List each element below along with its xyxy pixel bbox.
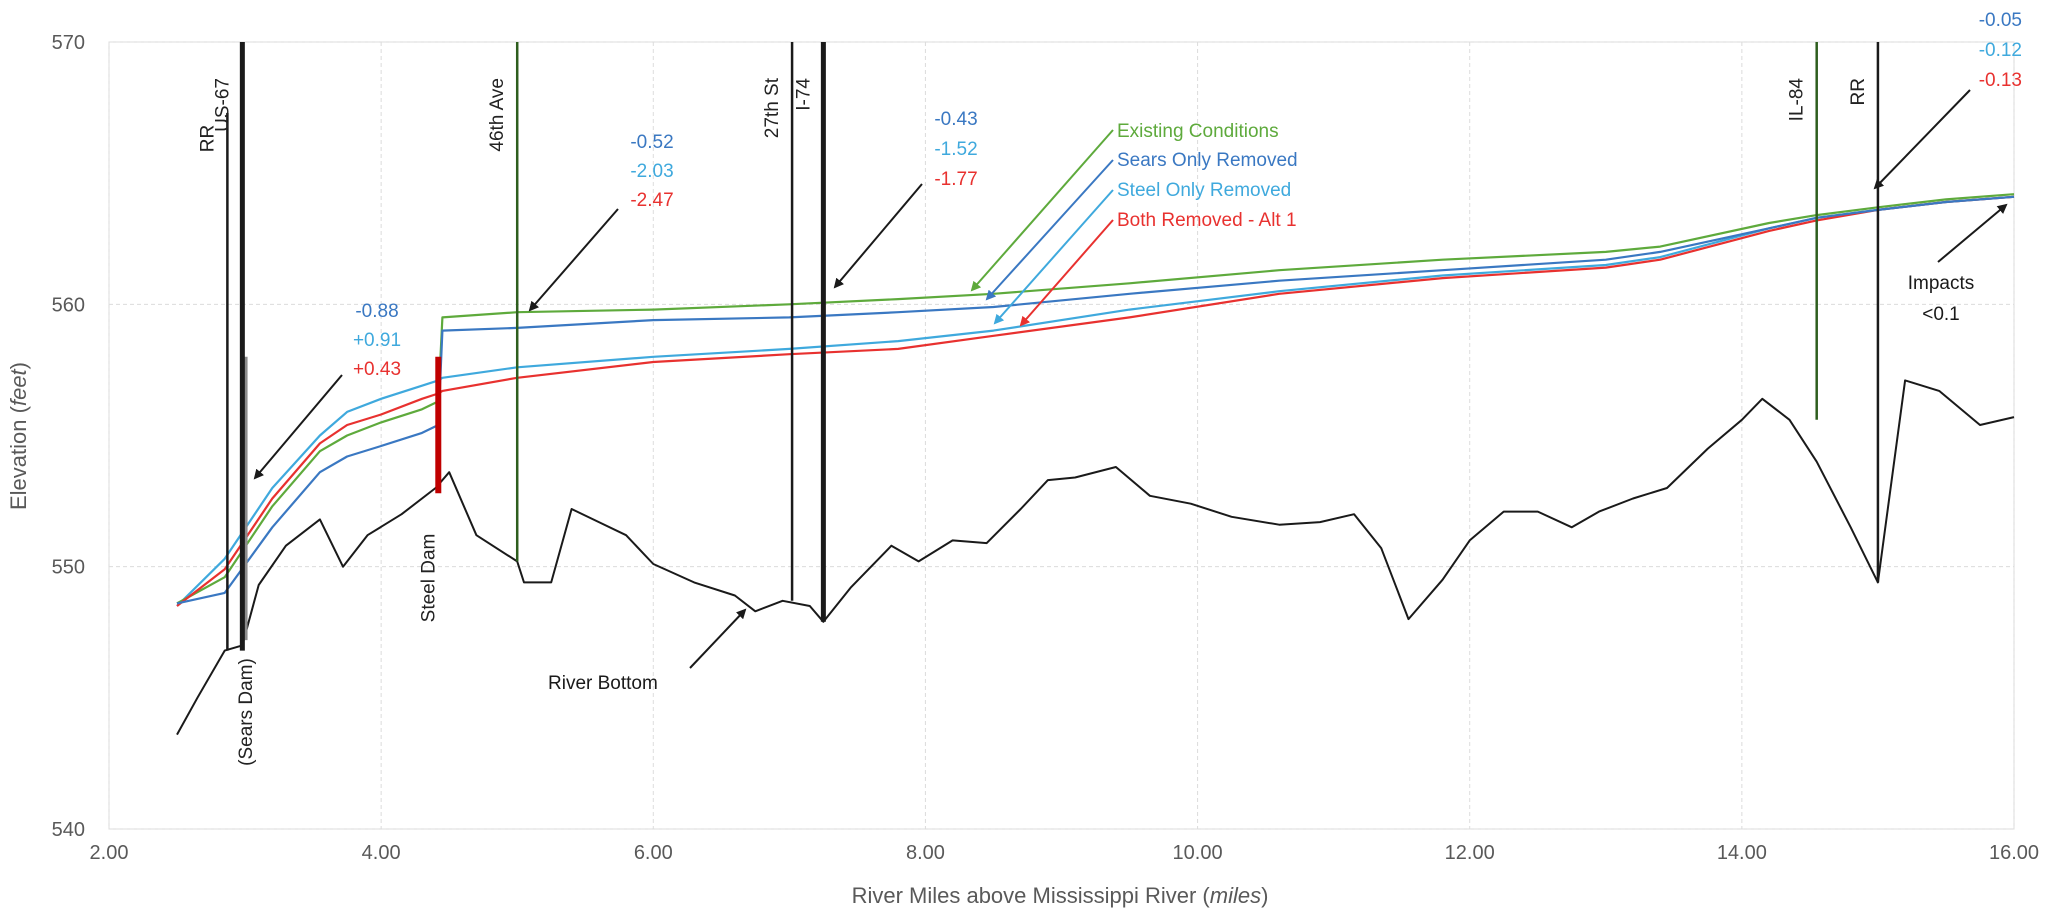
structure-label: 27th St (762, 77, 783, 138)
arrow-steel (993, 189, 1114, 325)
structure-label: RR (197, 125, 218, 152)
change-annotation-group-1: -0.88 +0.91 +0.43 (253, 301, 401, 480)
change-value-steel: -2.03 (630, 161, 673, 182)
x-axis-title-main: River Miles above Mississippi River (852, 883, 1197, 908)
x-tick-label: 16.00 (1989, 842, 2039, 864)
change-annotation-group-2: -0.52 -2.03 -2.47 (528, 132, 674, 312)
change-value-both: +0.43 (353, 359, 401, 380)
y-axis-title-unit: feet (6, 368, 31, 406)
annotation-arrow (689, 608, 747, 669)
annotation-arrow (1937, 203, 2008, 263)
y-tick-label: 550 (52, 557, 85, 579)
series-labels: Existing Conditions Sears Only Removed S… (970, 121, 1298, 327)
change-value-steel: -0.12 (1979, 40, 2022, 61)
x-axis-title: River Miles above Mississippi River (mil… (852, 883, 1269, 908)
plot-area-border (108, 41, 2015, 830)
structure-label: I-74 (793, 78, 814, 111)
series-label-both: Both Removed - Alt 1 (1117, 210, 1297, 231)
x-tick-label: 12.00 (1445, 842, 1495, 864)
x-tick-label: 4.00 (362, 842, 401, 864)
annotation-arrow (253, 374, 343, 480)
change-value-sears: -0.43 (934, 109, 977, 130)
y-tick-label: 570 (52, 32, 85, 54)
x-tick-label: 6.00 (634, 842, 673, 864)
structure-label: 46th Ave (487, 78, 508, 152)
series-layer (176, 193, 2015, 736)
arrow-sears (985, 159, 1114, 301)
change-value-both: -0.13 (1979, 70, 2022, 91)
change-value-steel: +0.91 (353, 330, 401, 351)
gridlines (108, 41, 2015, 830)
y-axis-title: Elevation (feet) (6, 362, 31, 510)
arrow-both (1019, 219, 1114, 327)
river-bottom-note: River Bottom (548, 608, 747, 694)
series-line-river-bottom (176, 379, 2015, 736)
x-axis-title-unit: miles (1210, 883, 1261, 908)
change-annotation-group-4: -0.05 -0.12 -0.13 (1873, 10, 2022, 190)
change-value-both: -2.47 (630, 190, 673, 211)
annotation-arrow (528, 208, 619, 312)
change-value-sears: -0.52 (630, 132, 673, 153)
x-tick-label: 10.00 (1173, 842, 1223, 864)
annotation-arrow (1873, 89, 1971, 190)
tick-labels: 2.00 4.00 6.00 8.00 10.00 12.00 14.00 16.00 540 5… (52, 32, 2039, 864)
sears-dam-label: (Sears Dam) (236, 658, 257, 766)
series-label-steel: Steel Only Removed (1117, 180, 1291, 201)
change-value-steel: -1.52 (934, 139, 977, 160)
steel-dam-label: Steel Dam (418, 534, 439, 623)
series-line-both (176, 195, 2015, 607)
impacts-label: Impacts (1908, 273, 1975, 294)
structure-label: US-67 (212, 78, 233, 132)
impacts-note: Impacts <0.1 (1908, 203, 2008, 325)
y-axis-title-main: Elevation (6, 419, 31, 510)
arrow-existing (970, 129, 1114, 292)
change-value-sears: -0.05 (1979, 10, 2022, 31)
river-bottom-label: River Bottom (548, 673, 658, 694)
series-line-steel (176, 195, 2015, 607)
y-tick-label: 560 (52, 294, 85, 316)
x-tick-label: 2.00 (90, 842, 129, 864)
series-line-existing (176, 193, 2015, 605)
x-tick-label: 14.00 (1717, 842, 1767, 864)
change-annotation-group-3: -0.43 -1.52 -1.77 (833, 109, 978, 289)
series-label-existing: Existing Conditions (1117, 121, 1279, 142)
change-value-both: -1.77 (934, 169, 977, 190)
structure-label: IL-84 (1787, 78, 1808, 122)
series-label-sears: Sears Only Removed (1117, 150, 1298, 171)
annotation-arrow (833, 183, 923, 289)
series-line-sears (176, 195, 2015, 605)
structure-label: RR (1848, 78, 1869, 105)
x-tick-label: 8.00 (906, 842, 945, 864)
change-value-sears: -0.88 (355, 301, 398, 322)
y-tick-label: 540 (52, 819, 85, 841)
impacts-value: <0.1 (1922, 304, 1960, 325)
